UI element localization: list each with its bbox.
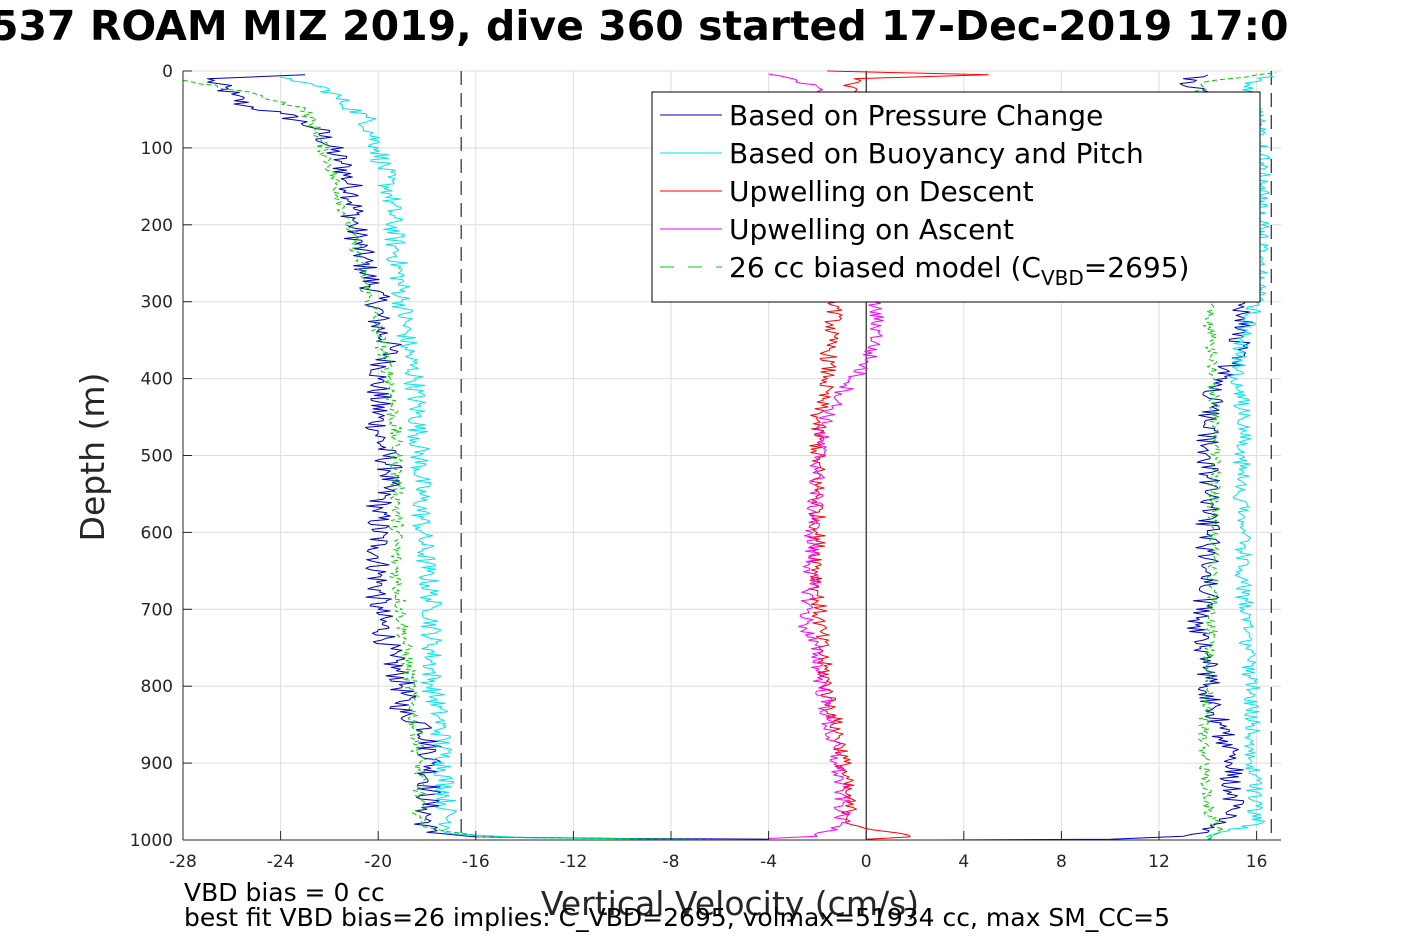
series-pressure-line — [206, 74, 769, 840]
x-tick-label: -24 — [267, 852, 295, 872]
x-axis-label: Vertical Velocity (cm/s) — [541, 884, 919, 923]
y-tick-label: 900 — [141, 754, 173, 774]
y-tick-label: 400 — [141, 370, 173, 390]
x-tick-label: -8 — [663, 852, 680, 872]
x-tick-label: -12 — [560, 852, 588, 872]
y-tick-label: 600 — [141, 523, 173, 543]
x-tick-label: -4 — [760, 852, 777, 872]
x-tick-label: 12 — [1148, 852, 1170, 872]
x-tick-label: -28 — [169, 852, 197, 872]
legend: Based on Pressure Change Based on Buoyanc… — [651, 91, 1261, 303]
x-tick-label: -20 — [364, 852, 392, 872]
y-tick-label: 1000 — [130, 831, 173, 851]
series-buoyancy-line — [1207, 74, 1274, 841]
y-tick-label: 500 — [141, 447, 173, 467]
y-axis-label: Depth (m) — [73, 373, 112, 542]
x-tick-label: 8 — [1056, 852, 1067, 872]
legend-label-pressure: Based on Pressure Change — [729, 99, 1103, 132]
x-tick-label: -16 — [462, 852, 490, 872]
y-tick-label: 800 — [141, 677, 173, 697]
series-buoyancy-line — [280, 76, 769, 841]
best-fit-note: best fit VBD bias=26 implies: C_VBD=2695… — [184, 903, 1171, 932]
x-tick-label: 16 — [1246, 852, 1268, 872]
vbd-bias-note: VBD bias = 0 cc — [184, 878, 385, 907]
y-tick-label: 0 — [162, 62, 173, 82]
x-tick-label: 0 — [861, 852, 872, 872]
y-tick-label: 700 — [141, 600, 173, 620]
axes — [182, 70, 1281, 841]
legend-label-upwelling-descent: Upwelling on Descent — [729, 175, 1034, 208]
legend-label-model: 26 cc biased model (CVBD=2695) — [729, 251, 1189, 290]
x-tick-label: 4 — [958, 852, 969, 872]
y-tick-label: 300 — [141, 293, 173, 313]
y-tick-label: 100 — [141, 139, 173, 159]
series-model-line — [182, 79, 769, 841]
tick-labels: -28 -24 -20 -16 -12 -8 -4 0 4 8 12 16 0 100 200 300 400 5… — [130, 62, 1268, 872]
legend-box — [651, 91, 1261, 303]
y-tick-label: 200 — [141, 216, 173, 236]
chart-title: 537 ROAM MIZ 2019, dive 360 started 17-D… — [0, 2, 1289, 50]
legend-label-upwelling-ascent: Upwelling on Ascent — [729, 213, 1014, 246]
legend-label-buoyancy: Based on Buoyancy and Pitch — [729, 137, 1144, 170]
